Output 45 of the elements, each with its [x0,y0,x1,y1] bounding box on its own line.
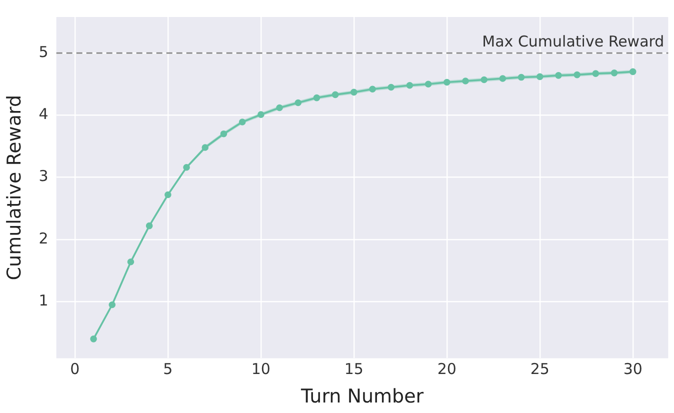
point [238,118,246,126]
point [127,258,134,266]
x-tick-label: 15 [344,360,364,378]
y-axis-title: Cumulative Reward [3,94,26,280]
ref-line-label: Max Cumulative Reward [482,32,664,50]
point [462,78,469,84]
point [629,68,636,76]
point [90,336,97,342]
point [146,222,153,230]
point [294,99,302,106]
x-tick-label: 5 [163,360,173,378]
point [369,86,376,92]
point [518,74,525,81]
y-tick-label: 2 [38,229,48,248]
x-tick-label: 0 [70,360,80,378]
point [574,71,580,78]
point [332,91,339,98]
point [406,82,414,89]
x-tick-label: 10 [251,360,270,378]
point [499,75,506,82]
y-tick-label: 1 [38,292,48,310]
point [258,111,264,118]
x-tick-label: 20 [437,360,456,378]
point [536,73,544,80]
point [592,70,600,77]
point [480,76,488,84]
x-tick-label: 30 [623,360,642,378]
point [313,94,320,102]
y-tick-label: 3 [38,167,48,186]
y-tick-label: 4 [38,105,48,124]
point [220,130,228,138]
point [183,164,190,171]
x-tick-label: 25 [530,360,550,378]
point [555,72,562,79]
point [388,84,394,91]
point [610,70,618,76]
point [276,104,283,112]
x-axis-title: Turn Number [300,386,424,408]
y-tick-label: 5 [38,42,48,61]
point [202,144,209,151]
point [424,80,432,88]
point [108,301,116,308]
point [443,78,450,86]
point [350,88,358,96]
point [164,191,172,198]
